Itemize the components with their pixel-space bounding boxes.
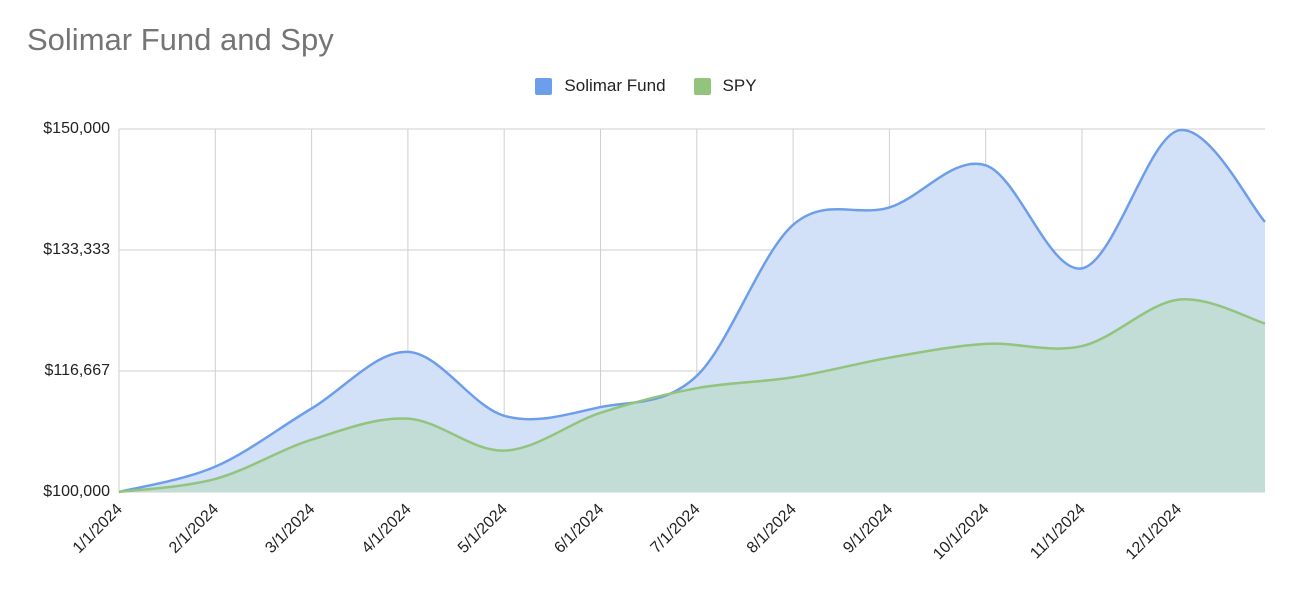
x-tick-label-10: 11/1/2024: [1027, 501, 1089, 563]
legend-label-spy: SPY: [722, 76, 757, 95]
x-tick-label-4: 5/1/2024: [455, 501, 511, 557]
x-tick-label-1: 2/1/2024: [166, 501, 222, 557]
legend-swatch-spy: [693, 77, 711, 95]
legend-swatch-solimar-fund: [535, 77, 553, 95]
y-tick-label-0: $100,000: [43, 483, 110, 500]
x-tick-label-5: 6/1/2024: [551, 501, 607, 557]
area-spy: [119, 299, 1265, 492]
y-tick-label-3: $150,000: [43, 120, 110, 137]
legend-item-solimar-fund[interactable]: Solimar Fund: [535, 76, 666, 96]
legend-item-spy[interactable]: SPY: [693, 76, 757, 96]
y-tick-label-2: $133,333: [43, 241, 110, 258]
line-spy: [118, 298, 1266, 494]
line-solimar-fund: [118, 128, 1266, 494]
x-tick-label-7: 8/1/2024: [744, 501, 800, 557]
y-tick-label-1: $116,667: [44, 362, 110, 379]
x-tick-label-6: 7/1/2024: [648, 501, 704, 557]
legend-label-solimar-fund: Solimar Fund: [564, 76, 666, 95]
chart-title: Solimar Fund and Spy: [27, 22, 334, 57]
x-tick-label-3: 4/1/2024: [359, 501, 415, 557]
x-tick-label-8: 9/1/2024: [840, 501, 896, 557]
x-tick-label-11: 12/1/2024: [1123, 501, 1185, 563]
series-areas: [119, 129, 1265, 492]
y-axis-ticks: $100,000 $116,667 $133,333 $150,000: [43, 120, 110, 500]
series-lines: [118, 128, 1266, 494]
x-tick-label-0: 1/1/2024: [70, 501, 126, 557]
x-tick-label-2: 3/1/2024: [262, 501, 318, 557]
x-axis-ticks: 1/1/2024 2/1/2024 3/1/2024 4/1/2024 5/1/2024…: [70, 501, 1185, 563]
legend: Solimar Fund SPY: [0, 76, 1292, 96]
x-tick-label-9: 10/1/2024: [930, 501, 992, 563]
